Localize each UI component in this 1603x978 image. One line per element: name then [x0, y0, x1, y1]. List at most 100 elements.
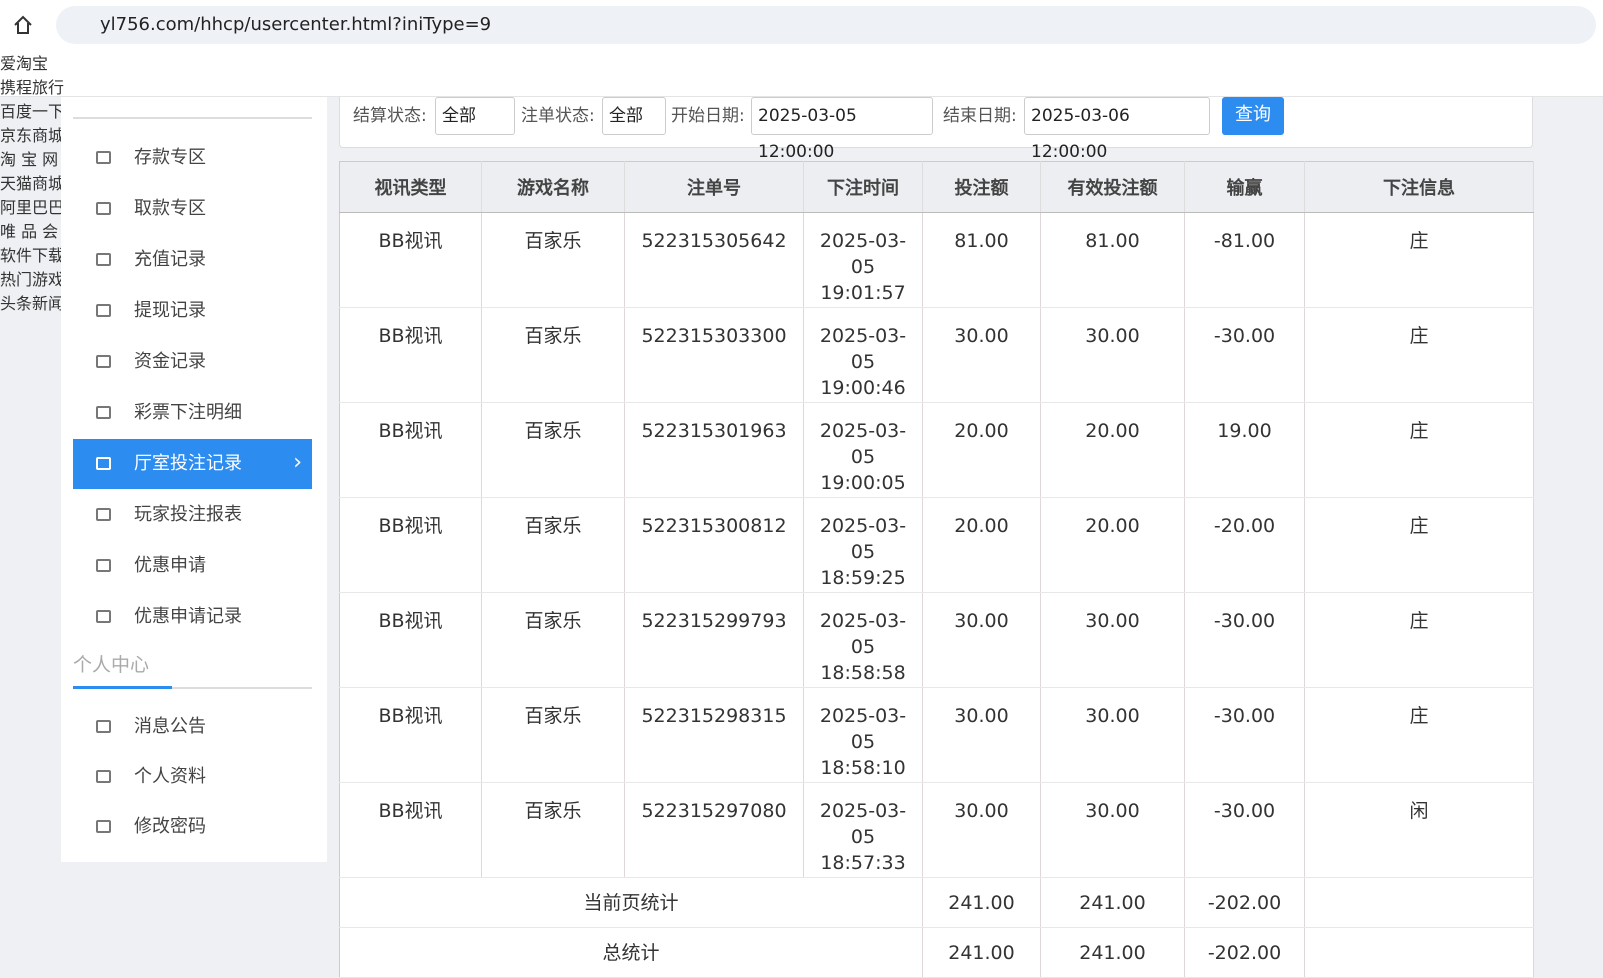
bookmark-label: 唯 品 会: [0, 222, 59, 241]
cell: 闲: [1304, 782, 1534, 878]
bookmark[interactable]: 唯 品 会: [0, 218, 1603, 242]
menu-item[interactable]: 个人资料: [73, 752, 312, 802]
summary-value: -202.00: [1184, 877, 1305, 928]
menu-label: 充值记录: [134, 249, 206, 270]
cell: 522315303300: [624, 307, 804, 403]
select[interactable]: 全部: [435, 97, 515, 135]
cell: -30.00: [1184, 782, 1305, 878]
cell: 庄: [1304, 212, 1534, 308]
menu-icon: [96, 720, 111, 733]
column-header: 游戏名称: [481, 161, 625, 213]
section-title: 个人中心: [73, 654, 150, 676]
bookmark[interactable]: 百度一下: [0, 98, 1603, 122]
input[interactable]: 2025-03-06 12:00:00: [1024, 97, 1210, 162]
header-row: 视讯类型 游戏名称 注单号 下注时间 投注额 有效投注额 输赢 下注信息: [339, 161, 1534, 213]
bookmarks-bar: 爱淘宝 携程旅行 百度一下京东商城淘 宝 网天猫商城 阿里巴巴唯 品 会软件下载热门游…: [0, 50, 1603, 313]
page: yl756.com/hhcp/usercenter.html?iniType=9…: [0, 0, 1603, 862]
column-header: 投注额: [922, 161, 1041, 213]
bookmark[interactable]: 软件下载: [0, 242, 1603, 266]
menu-label: 优惠申请记录: [134, 606, 242, 627]
menu-item[interactable]: 修改密码: [73, 802, 312, 852]
browser-bar: yl756.com/hhcp/usercenter.html?iniType=9: [0, 0, 1603, 50]
menu-item[interactable]: 消息公告: [73, 702, 312, 752]
bookmark[interactable]: 携程旅行: [0, 74, 1603, 98]
bookmark-label: 软件下载: [0, 246, 65, 265]
menu-label: 厅室投注记录: [134, 453, 242, 474]
menu-icon: [96, 820, 111, 833]
menu-item[interactable]: 优惠申请记录: [73, 592, 312, 642]
menu-item[interactable]: 玩家投注报表: [73, 490, 312, 540]
menu-label: 修改密码: [134, 816, 206, 837]
menu-label: 优惠申请: [134, 555, 206, 576]
cell: 2025-03-05 18:57:33: [803, 782, 923, 878]
cell: BB视讯: [339, 497, 482, 593]
cell: -81.00: [1184, 212, 1305, 308]
cell: 30.00: [922, 782, 1041, 878]
cell: 庄: [1304, 497, 1534, 593]
cell: 百家乐: [481, 497, 625, 593]
menu-label: 玩家投注报表: [134, 504, 242, 525]
cell: 19.00: [1184, 402, 1305, 498]
menu-item[interactable]: 厅室投注记录: [73, 438, 312, 489]
bookmark-label: 热门游戏: [0, 270, 65, 289]
cell: -20.00: [1184, 497, 1305, 593]
menu-label: 个人资料: [134, 766, 206, 787]
menu-item[interactable]: 充值记录: [73, 235, 312, 285]
bookmark[interactable]: 淘 宝 网: [0, 146, 1603, 170]
menu-item[interactable]: 彩票下注明细: [73, 388, 312, 438]
cell: 30.00: [922, 687, 1041, 783]
cell: -30.00: [1184, 687, 1305, 783]
cell: [1304, 877, 1534, 928]
cell: BB视讯: [339, 307, 482, 403]
menu-item[interactable]: 优惠申请: [73, 541, 312, 591]
address-bar[interactable]: yl756.com/hhcp/usercenter.html?iniType=9: [56, 6, 1596, 44]
cell: 20.00: [922, 402, 1041, 498]
menu-label: 提现记录: [134, 300, 206, 321]
bookmark[interactable]: 头条新闻: [0, 290, 1603, 314]
menu-icon: [96, 770, 111, 783]
summary-value: 241.00: [1040, 927, 1185, 978]
table-row: BB视讯 百家乐 522315305642 2025-03-05 19:01:57 81…: [339, 212, 1534, 308]
label: 结束日期:: [943, 106, 1017, 126]
select[interactable]: 全部: [602, 97, 666, 135]
cell: -30.00: [1184, 592, 1305, 688]
summary-label: 总统计: [339, 927, 923, 978]
cell: 522315298315: [624, 687, 804, 783]
bookmark[interactable]: 爱淘宝: [0, 50, 1603, 74]
summary-row: 总统计 241.00 241.00 -202.00: [339, 927, 1534, 978]
menu-icon: [96, 202, 111, 215]
cell: BB视讯: [339, 402, 482, 498]
cell: BB视讯: [339, 592, 482, 688]
query-button[interactable]: 查询: [1222, 97, 1284, 135]
summary-value: 241.00: [922, 927, 1041, 978]
label: 开始日期:: [671, 106, 745, 126]
bookmark[interactable]: 天猫商城: [0, 170, 1603, 194]
menu-label: 存款专区: [134, 147, 206, 168]
column-header: 有效投注额: [1040, 161, 1185, 213]
table-row: BB视讯 百家乐 522315298315 2025-03-05 18:58:10 30…: [339, 687, 1534, 783]
cell: 522315305642: [624, 212, 804, 308]
cell: 20.00: [922, 497, 1041, 593]
menu-item[interactable]: 提现记录: [73, 286, 312, 336]
menu-icon: [96, 151, 111, 164]
cell: 81.00: [922, 212, 1041, 308]
divider: [73, 117, 312, 119]
menu-item[interactable]: 存款专区: [73, 133, 312, 183]
cell: 20.00: [1040, 497, 1185, 593]
bookmark-label: 京东商城: [0, 126, 65, 145]
bet-table: 视讯类型 游戏名称 注单号 下注时间 投注额 有效投注额 输赢 下注信息 BB视讯 百家乐 522…: [339, 161, 1534, 978]
menu-item[interactable]: 资金记录: [73, 337, 312, 387]
label: 结算状态:: [353, 106, 427, 126]
column-header: 视讯类型: [339, 161, 482, 213]
bookmark[interactable]: 京东商城: [0, 122, 1603, 146]
cell: 庄: [1304, 592, 1534, 688]
sidebar: 个人中心 存款专区取款专区充值记录提现记录资金记录彩票下注明细厅室投注记录玩家投…: [61, 97, 327, 862]
home-icon[interactable]: [12, 14, 34, 36]
bookmark[interactable]: 阿里巴巴: [0, 194, 1603, 218]
bookmark[interactable]: 热门游戏: [0, 266, 1603, 290]
menu-item[interactable]: 取款专区: [73, 184, 312, 234]
cell: 2025-03-05 18:59:25: [803, 497, 923, 593]
input[interactable]: 2025-03-05 12:00:00: [751, 97, 933, 162]
table-row: BB视讯 百家乐 522315303300 2025-03-05 19:00:46 30…: [339, 307, 1534, 403]
cell: BB视讯: [339, 687, 482, 783]
